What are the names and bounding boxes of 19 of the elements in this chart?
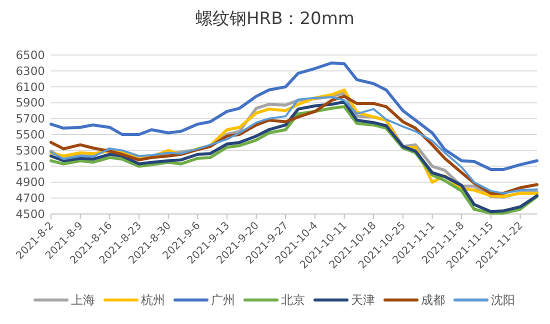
- y-tick-label: 5500: [16, 128, 45, 142]
- legend-label: 广州: [211, 293, 235, 307]
- y-tick-label: 6300: [16, 64, 45, 78]
- y-tick-label: 4500: [16, 207, 45, 221]
- y-tick-label: 4700: [16, 191, 45, 206]
- legend-label: 天津: [351, 293, 375, 307]
- y-tick-label: 5100: [16, 159, 45, 174]
- y-tick-label: 5900: [16, 96, 45, 110]
- legend-label: 北京: [281, 293, 305, 307]
- legend-label: 上海: [71, 293, 95, 307]
- legend-label: 成都: [421, 293, 445, 307]
- legend-label: 沈阳: [491, 293, 515, 307]
- y-tick-label: 4900: [16, 175, 45, 190]
- chart-title: 螺纹钢HRB：20mm: [195, 9, 355, 29]
- y-tick-label: 6100: [16, 80, 45, 94]
- y-tick-label: 5300: [16, 143, 45, 158]
- y-tick-label: 6500: [16, 48, 45, 62]
- legend-label: 杭州: [140, 293, 165, 307]
- y-tick-label: 5700: [16, 112, 45, 126]
